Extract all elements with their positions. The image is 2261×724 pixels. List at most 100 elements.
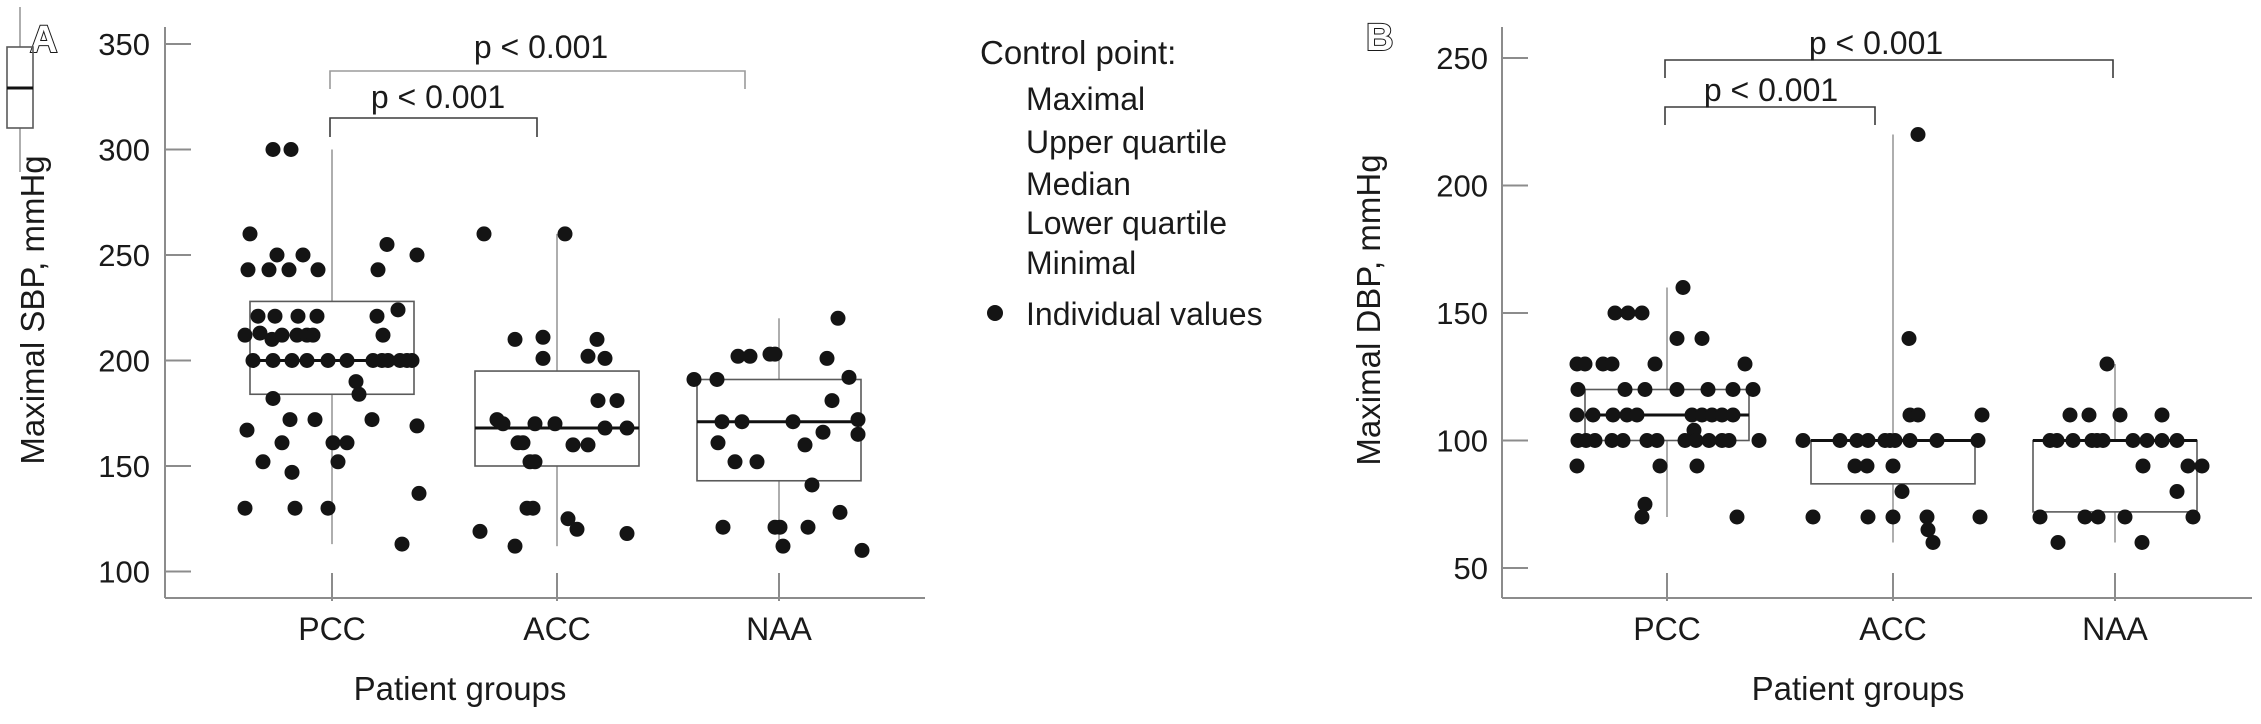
data-point [309, 308, 325, 324]
y-tick-label: 250 [1436, 41, 1488, 76]
data-point [1569, 407, 1585, 423]
data-point [1894, 484, 1910, 499]
y-tick-label: 150 [98, 449, 150, 484]
data-point [1669, 382, 1685, 397]
data-point [1577, 356, 1593, 372]
data-point [580, 437, 596, 453]
data-point [2095, 433, 2111, 448]
data-point [255, 454, 271, 470]
data-point [841, 369, 857, 385]
data-point [369, 308, 385, 324]
p-value-label: p < 0.001 [1704, 72, 1838, 108]
data-point [2194, 458, 2210, 474]
data-point [325, 435, 341, 451]
data-point [290, 308, 306, 324]
data-point [819, 350, 835, 366]
data-point [1910, 407, 1926, 423]
y-tick-label: 100 [98, 555, 150, 590]
data-point [2062, 407, 2078, 423]
y-tick-label: 200 [98, 344, 150, 379]
data-point [749, 454, 765, 470]
group-label-acc: ACC [523, 611, 591, 647]
y-axis-title: Maximal DBP, mmHg [1350, 154, 1387, 465]
data-point [310, 262, 326, 278]
data-point [1745, 382, 1761, 397]
data-point [351, 386, 367, 402]
data-point [1725, 382, 1741, 397]
data-point [1910, 127, 1926, 142]
y-tick-label: 300 [98, 133, 150, 168]
data-point [527, 454, 543, 470]
data-point [2185, 509, 2201, 525]
data-point [2154, 433, 2170, 448]
data-point [282, 412, 298, 428]
data-point [305, 327, 321, 343]
y-tick-label: 150 [1436, 296, 1488, 331]
data-point [1675, 280, 1691, 295]
box-acc [474, 370, 640, 467]
data-point [1751, 433, 1767, 448]
data-point [2180, 458, 2196, 474]
data-point [1859, 458, 1875, 474]
group-label-pcc: PCC [298, 611, 366, 647]
data-point [1972, 509, 1988, 525]
data-point [1604, 433, 1620, 448]
data-point [1615, 433, 1631, 448]
data-point [830, 310, 846, 326]
data-point [1721, 433, 1737, 448]
data-point [1570, 382, 1586, 397]
y-tick-label: 250 [98, 238, 150, 273]
data-point [1860, 509, 1876, 525]
data-point [2065, 433, 2081, 448]
data-point [2032, 509, 2048, 525]
significance-bracket [1664, 106, 1876, 125]
data-point [1714, 407, 1730, 423]
data-point [710, 435, 726, 451]
data-point [1605, 407, 1621, 423]
data-point [1629, 407, 1645, 423]
data-point [1647, 356, 1663, 372]
data-point [767, 346, 783, 362]
data-point [1860, 433, 1876, 448]
data-point [1701, 433, 1717, 448]
data-point [804, 477, 820, 493]
data-point [287, 500, 303, 516]
data-point [619, 526, 635, 542]
data-point [283, 142, 299, 157]
significance-bracket [329, 117, 538, 137]
data-point [734, 414, 750, 430]
data-point [364, 412, 380, 428]
data-point [281, 262, 297, 278]
data-point [1885, 458, 1901, 474]
data-point [295, 247, 311, 263]
data-point [525, 500, 541, 516]
data-point [394, 536, 410, 552]
data-point [2134, 535, 2150, 550]
data-point [507, 538, 523, 554]
data-point [597, 420, 613, 436]
data-point [1974, 407, 1990, 423]
data-point [1652, 458, 1668, 474]
data-point [1689, 458, 1705, 474]
data-point [261, 262, 277, 278]
data-point [2139, 433, 2155, 448]
p-value-label: p < 0.001 [474, 29, 608, 65]
data-point [1887, 433, 1903, 448]
data-point [569, 521, 585, 537]
data-point [1901, 331, 1917, 346]
data-point [535, 329, 551, 345]
data-point [245, 353, 261, 368]
data-point [557, 226, 573, 242]
data-point [1669, 331, 1685, 346]
y-axis-title: Maximal SBP, mmHg [14, 155, 51, 464]
data-point [404, 353, 420, 368]
data-point [2049, 433, 2065, 448]
data-point [265, 142, 281, 157]
data-point [250, 308, 266, 324]
data-point [797, 437, 813, 453]
data-point [560, 511, 576, 527]
data-point [589, 331, 605, 347]
data-point [1694, 331, 1710, 346]
data-point [269, 247, 285, 263]
